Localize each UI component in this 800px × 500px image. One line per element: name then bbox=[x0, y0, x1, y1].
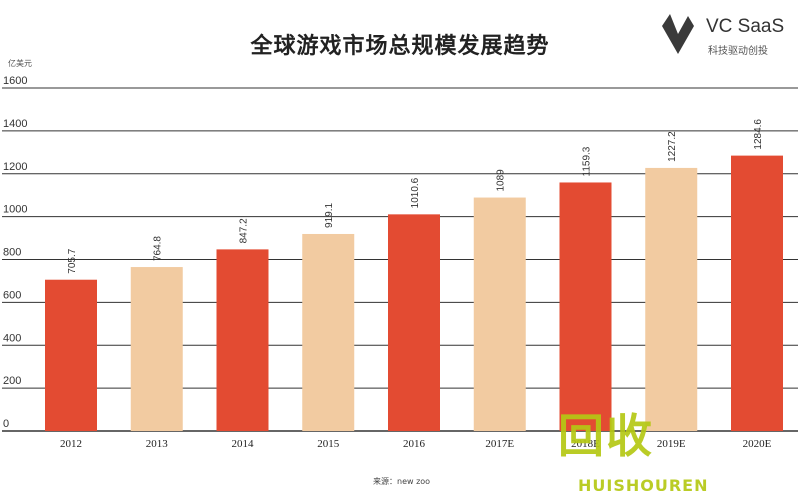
value-label: 705.7 bbox=[67, 248, 78, 273]
value-label: 1284.6 bbox=[753, 119, 764, 150]
y-tick-label: 600 bbox=[3, 289, 21, 301]
x-tick-label: 2014 bbox=[232, 438, 255, 450]
x-tick-label: 2013 bbox=[146, 438, 169, 450]
y-tick-label: 1200 bbox=[3, 161, 27, 173]
y-tick-label: 800 bbox=[3, 247, 21, 259]
x-tick-label: 2018E bbox=[571, 438, 600, 450]
chart-title: 全球游戏市场总规模发展趋势 bbox=[250, 34, 550, 59]
y-tick-label: 400 bbox=[3, 332, 21, 344]
value-label: 1010.6 bbox=[410, 177, 421, 208]
bar bbox=[302, 233, 355, 431]
bar bbox=[130, 267, 183, 431]
x-tick-label: 2017E bbox=[485, 438, 514, 450]
value-label: 764.8 bbox=[153, 236, 164, 261]
y-tick-label: 200 bbox=[3, 375, 21, 387]
x-tick-label: 2012 bbox=[60, 438, 82, 450]
y-tick-label: 0 bbox=[3, 418, 9, 430]
bars bbox=[45, 155, 783, 431]
bar bbox=[473, 197, 526, 431]
x-tick-label: 2016 bbox=[403, 438, 426, 450]
brand-name: VC SaaS bbox=[706, 16, 785, 37]
y-tick-label: 1600 bbox=[3, 75, 27, 87]
y-tick-label: 1400 bbox=[3, 118, 27, 130]
vc-saas-logo-icon bbox=[662, 14, 694, 54]
bar bbox=[559, 182, 612, 431]
bar bbox=[731, 155, 783, 431]
value-label: 1159.3 bbox=[582, 146, 593, 176]
bar bbox=[645, 167, 698, 431]
y-axis-unit: 亿美元 bbox=[8, 59, 32, 68]
value-label: 1089 bbox=[496, 169, 507, 192]
x-tick-labels: 2012 2013 2014 2015 2016 2017E 2018E 2019E 2020E bbox=[60, 438, 772, 450]
bar bbox=[45, 279, 97, 431]
x-tick-label: 2019E bbox=[657, 438, 686, 450]
brand-tagline: 科技驱动创投 bbox=[708, 46, 768, 57]
bar bbox=[388, 214, 440, 431]
value-label: 919.1 bbox=[324, 203, 335, 228]
value-label: 847.2 bbox=[239, 218, 250, 243]
source-note: 来源：new zoo bbox=[373, 477, 431, 486]
x-tick-label: 2015 bbox=[317, 438, 340, 450]
x-tick-label: 2020E bbox=[743, 438, 772, 450]
y-tick-labels: 0 200 400 600 800 1000 1200 1400 1600 bbox=[3, 75, 27, 430]
y-tick-label: 1000 bbox=[3, 204, 27, 216]
value-labels: 705.7 764.8 847.2 919.1 1010.6 1089 1159.3 1227… bbox=[67, 119, 764, 274]
bar bbox=[216, 249, 269, 431]
brand-logo: VC SaaS 科技驱动创投 bbox=[656, 10, 796, 62]
value-label: 1227.2 bbox=[667, 131, 678, 162]
